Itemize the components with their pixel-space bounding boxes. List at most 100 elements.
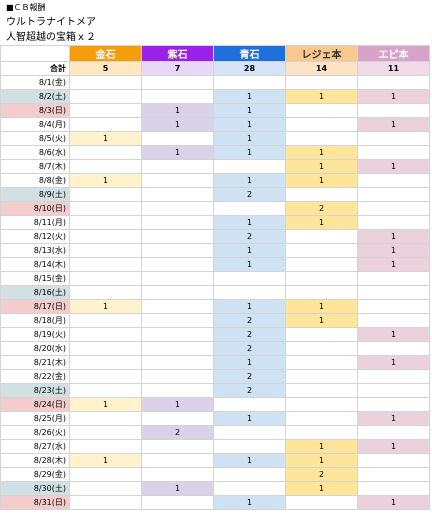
empty-cell — [213, 467, 286, 482]
data-table: 金石 紫石 青石 レジェ本 エピ本 合計 5 7 28 14 11 8/1(金) 8/2(土) 1 1 1 8/… — [0, 45, 430, 510]
day-row: 8/4(月) 1 1 1 — [0, 117, 430, 132]
value-cell: 1 — [213, 103, 286, 118]
value-cell: 1 — [213, 131, 286, 146]
total-cell: 11 — [357, 61, 430, 76]
empty-cell — [141, 313, 214, 328]
value-cell: 1 — [213, 355, 286, 370]
empty-cell — [285, 397, 358, 412]
column-header: 金石 — [69, 45, 142, 62]
empty-cell — [69, 271, 142, 286]
value-cell: 1 — [285, 453, 358, 468]
date-cell: 8/7(木) — [0, 159, 70, 174]
empty-cell — [357, 173, 430, 188]
value-cell: 1 — [285, 299, 358, 314]
empty-cell — [141, 75, 214, 90]
empty-cell — [357, 201, 430, 216]
value-cell: 1 — [213, 453, 286, 468]
value-cell: 1 — [357, 257, 430, 272]
date-cell: 8/18(月) — [0, 313, 70, 328]
sheet-title: ■ＣＢ報酬 — [6, 3, 46, 12]
empty-cell — [285, 327, 358, 342]
empty-cell — [285, 229, 358, 244]
value-cell: 2 — [213, 369, 286, 384]
empty-cell — [357, 425, 430, 440]
day-row: 8/22(金) 2 — [0, 369, 430, 384]
empty-cell — [285, 187, 358, 202]
day-row: 8/18(月) 2 1 — [0, 313, 430, 328]
value-cell: 1 — [357, 495, 430, 510]
empty-cell — [69, 257, 142, 272]
date-cell: 8/13(水) — [0, 243, 70, 258]
day-row: 8/11(月) 1 1 — [0, 215, 430, 230]
value-cell: 1 — [69, 131, 142, 146]
sheet-subtitle: ウルトラナイトメア — [6, 17, 96, 28]
empty-cell — [285, 131, 358, 146]
value-cell: 1 — [213, 173, 286, 188]
value-cell: 1 — [357, 159, 430, 174]
day-row: 8/30(土) 1 1 — [0, 481, 430, 496]
total-cell: 7 — [141, 61, 214, 76]
empty-cell — [69, 75, 142, 90]
empty-cell — [357, 187, 430, 202]
value-cell: 1 — [285, 215, 358, 230]
day-row: 8/27(水) 1 1 — [0, 439, 430, 454]
column-header: レジェ本 — [285, 45, 358, 62]
value-cell: 2 — [213, 187, 286, 202]
empty-cell — [357, 299, 430, 314]
value-cell: 1 — [357, 243, 430, 258]
column-header: エピ本 — [357, 45, 430, 62]
empty-cell — [141, 299, 214, 314]
empty-cell — [69, 229, 142, 244]
empty-cell — [141, 495, 214, 510]
date-cell: 8/24(日) — [0, 397, 70, 412]
date-cell: 8/25(月) — [0, 411, 70, 426]
column-header: 青石 — [213, 45, 286, 62]
value-cell: 2 — [213, 383, 286, 398]
empty-cell — [141, 173, 214, 188]
day-row: 8/19(火) 2 1 — [0, 327, 430, 342]
value-cell: 1 — [285, 173, 358, 188]
empty-cell — [285, 355, 358, 370]
empty-cell — [213, 481, 286, 496]
empty-cell — [285, 75, 358, 90]
date-cell: 8/21(木) — [0, 355, 70, 370]
date-cell: 8/16(土) — [0, 285, 70, 300]
value-cell: 2 — [213, 341, 286, 356]
day-row: 8/1(金) — [0, 75, 430, 90]
empty-cell — [69, 467, 142, 482]
empty-cell — [357, 341, 430, 356]
empty-cell — [357, 481, 430, 496]
empty-cell — [285, 285, 358, 300]
empty-cell — [69, 439, 142, 454]
empty-cell — [213, 75, 286, 90]
empty-cell — [285, 411, 358, 426]
empty-cell — [141, 383, 214, 398]
value-cell: 1 — [213, 299, 286, 314]
value-cell: 1 — [213, 215, 286, 230]
value-cell: 1 — [285, 89, 358, 104]
empty-cell — [213, 425, 286, 440]
date-cell: 8/23(土) — [0, 383, 70, 398]
empty-cell — [141, 201, 214, 216]
value-cell: 1 — [141, 103, 214, 118]
date-cell: 8/11(月) — [0, 215, 70, 230]
empty-cell — [357, 285, 430, 300]
empty-cell — [141, 271, 214, 286]
date-cell: 8/10(日) — [0, 201, 70, 216]
empty-cell — [141, 453, 214, 468]
empty-cell — [141, 341, 214, 356]
value-cell: 1 — [213, 495, 286, 510]
value-cell: 1 — [69, 397, 142, 412]
value-cell: 1 — [213, 89, 286, 104]
empty-cell — [285, 425, 358, 440]
empty-cell — [357, 131, 430, 146]
empty-cell — [69, 285, 142, 300]
empty-cell — [69, 243, 142, 258]
day-row: 8/29(金) 2 — [0, 467, 430, 482]
empty-cell — [69, 481, 142, 496]
empty-cell — [357, 313, 430, 328]
empty-cell — [69, 145, 142, 160]
empty-cell — [141, 369, 214, 384]
date-cell: 8/8(金) — [0, 173, 70, 188]
